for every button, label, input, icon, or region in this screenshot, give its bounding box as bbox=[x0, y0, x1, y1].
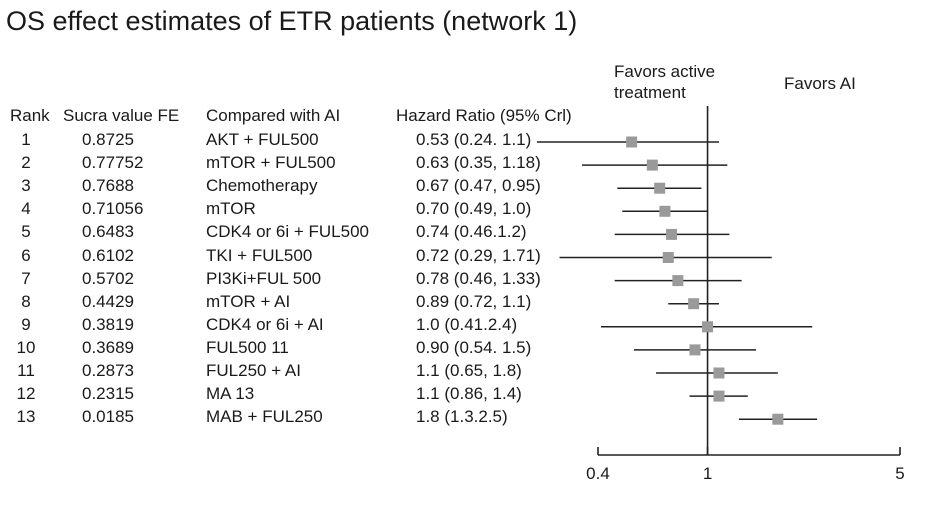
compared-cell: MAB + FUL250 bbox=[206, 407, 323, 427]
sucra-cell: 0.6483 bbox=[82, 222, 134, 242]
header-sucra: Sucra value FE bbox=[63, 106, 180, 125]
compared-cell: mTOR + AI bbox=[206, 291, 291, 311]
rank-cell: 5 bbox=[21, 222, 31, 242]
rank-cell: 9 bbox=[21, 314, 31, 334]
compared-cell: FUL500 11 bbox=[206, 337, 289, 357]
sucra-cell: 0.3819 bbox=[82, 314, 134, 334]
estimate-marker bbox=[654, 182, 666, 194]
estimate-marker bbox=[659, 205, 671, 217]
compared-cell: CDK4 or 6i + FUL500 bbox=[206, 222, 369, 242]
estimate-marker bbox=[688, 298, 700, 310]
estimate-marker bbox=[672, 275, 684, 287]
compared-cell: mTOR + FUL500 bbox=[206, 153, 336, 173]
sucra-cell: 0.6102 bbox=[82, 245, 134, 265]
rank-cell: 1 bbox=[21, 130, 31, 149]
hazard-ratio-cell: 0.78 (0.46, 1.33) bbox=[416, 268, 541, 288]
rank-cell: 7 bbox=[21, 268, 31, 288]
compared-cell: CDK4 or 6i + AI bbox=[206, 314, 324, 334]
sucra-cell: 0.0185 bbox=[82, 407, 134, 427]
x-tick-label: 5 bbox=[895, 464, 904, 483]
favors-active-label: Favors active treatment bbox=[614, 61, 715, 103]
hazard-ratio-cell: 0.63 (0.35, 1.18) bbox=[416, 153, 541, 173]
hazard-ratio-cell: 1.0 (0.41.2.4) bbox=[416, 314, 518, 334]
rank-cell: 10 bbox=[16, 337, 36, 357]
sucra-cell: 0.7688 bbox=[82, 176, 134, 196]
compared-cell: TKI + FUL500 bbox=[206, 245, 313, 265]
sucra-cell: 0.77752 bbox=[82, 153, 144, 173]
compared-cell: MA 13 bbox=[206, 384, 255, 404]
rank-cell: 2 bbox=[21, 153, 31, 173]
header-rank: Rank bbox=[10, 106, 50, 125]
estimate-marker bbox=[646, 159, 658, 171]
sucra-cell: 0.3689 bbox=[82, 337, 134, 357]
compared-cell: AKT + FUL500 bbox=[206, 130, 319, 149]
estimate-marker bbox=[702, 321, 714, 333]
estimate-marker bbox=[772, 413, 784, 425]
compared-cell: Chemotherapy bbox=[206, 176, 318, 196]
compared-cell: FUL250 + AI bbox=[206, 361, 301, 380]
sucra-cell: 0.2873 bbox=[82, 361, 134, 380]
hazard-ratio-cell: 0.74 (0.46.1.2) bbox=[416, 222, 527, 242]
sucra-cell: 0.5702 bbox=[82, 268, 134, 288]
header-hazard-ratio: Hazard Ratio (95% Crl) bbox=[396, 106, 572, 125]
rank-cell: 11 bbox=[17, 361, 35, 380]
sucra-cell: 0.71056 bbox=[82, 199, 144, 219]
hazard-ratio-cell: 1.1 (0.86, 1.4) bbox=[416, 384, 522, 404]
rank-cell: 3 bbox=[21, 176, 31, 196]
compared-cell: PI3Ki+FUL 500 bbox=[206, 268, 322, 288]
x-tick-label: 1 bbox=[703, 464, 712, 483]
hazard-ratio-cell: 0.89 (0.72, 1.1) bbox=[416, 291, 532, 311]
hazard-ratio-cell: 0.72 (0.29, 1.71) bbox=[416, 245, 541, 265]
estimate-marker bbox=[713, 390, 725, 402]
estimate-marker bbox=[662, 252, 674, 263]
header-compared: Compared with AI bbox=[206, 106, 341, 125]
hazard-ratio-cell: 0.90 (0.54. 1.5) bbox=[416, 337, 532, 357]
x-tick-label: 0.4 bbox=[586, 464, 610, 483]
hazard-ratio-cell: 1.8 (1.3.2.5) bbox=[416, 407, 508, 427]
rank-cell: 12 bbox=[16, 384, 36, 404]
favors-ai-label: Favors AI bbox=[784, 74, 856, 93]
estimate-marker bbox=[666, 228, 678, 240]
hazard-ratio-cell: 0.67 (0.47, 0.95) bbox=[416, 176, 541, 196]
favors-active-line-1: Favors active bbox=[614, 62, 716, 81]
sucra-cell: 0.4429 bbox=[82, 291, 134, 311]
estimate-marker bbox=[626, 136, 638, 148]
sucra-cell: 0.8725 bbox=[82, 130, 134, 149]
hazard-ratio-cell: 0.70 (0.49, 1.0) bbox=[416, 199, 532, 219]
compared-cell: mTOR bbox=[206, 199, 256, 219]
hazard-ratio-cell: 0.53 (0.24. 1.1) bbox=[416, 130, 532, 149]
rank-cell: 4 bbox=[21, 199, 31, 219]
rank-cell: 6 bbox=[21, 245, 31, 265]
rank-cell: 13 bbox=[16, 407, 36, 427]
estimate-marker bbox=[689, 344, 701, 356]
estimate-marker bbox=[713, 367, 725, 379]
favors-active-line-2: treatment bbox=[614, 83, 686, 102]
rank-cell: 8 bbox=[21, 291, 31, 311]
sucra-cell: 0.2315 bbox=[82, 384, 134, 404]
hazard-ratio-cell: 1.1 (0.65, 1.8) bbox=[416, 361, 522, 380]
chart-title: OS effect estimates of ETR patients (net… bbox=[6, 6, 578, 36]
